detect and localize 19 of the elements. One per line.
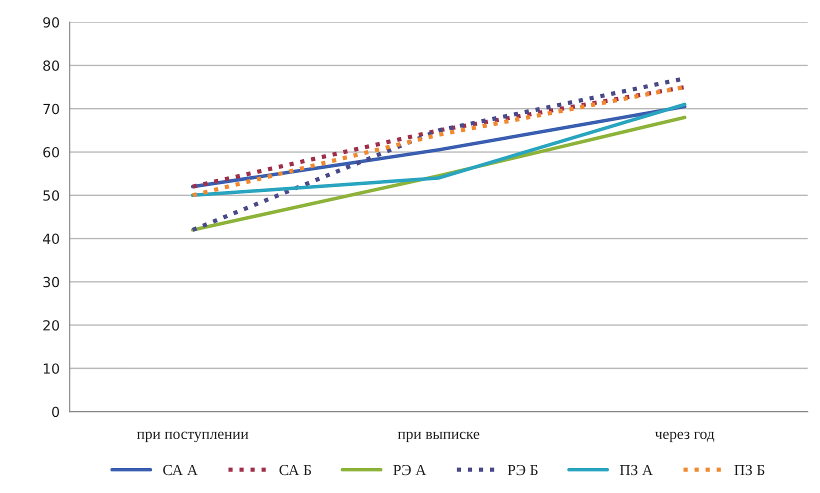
y-tick-label: 20 [43,320,60,331]
y-tick-label: 90 [43,17,60,28]
y-tick-label: 40 [42,234,60,244]
x-tick-label: при поступлении [136,432,248,442]
y-tick-label: 30 [43,276,60,288]
y-tick-label: 60 [43,146,60,158]
legend-label: СА Б [279,464,312,476]
legend-label: ПЗ А [620,464,653,476]
legend-label: ПЗ Б [734,464,764,476]
x-tick-label: при выписке [398,432,480,442]
y-tick-label: 10 [44,363,60,374]
legend-label: СА А [163,464,198,476]
y-tick-label: 0 [52,406,60,418]
x-tick-label: через год [655,432,714,442]
y-tick-label: 70 [43,104,60,114]
legend-label: РЭ Б [508,464,538,476]
y-tick-label: 80 [43,60,60,71]
y-tick-label: 50 [43,190,60,201]
legend-label: РЭ А [393,464,426,476]
